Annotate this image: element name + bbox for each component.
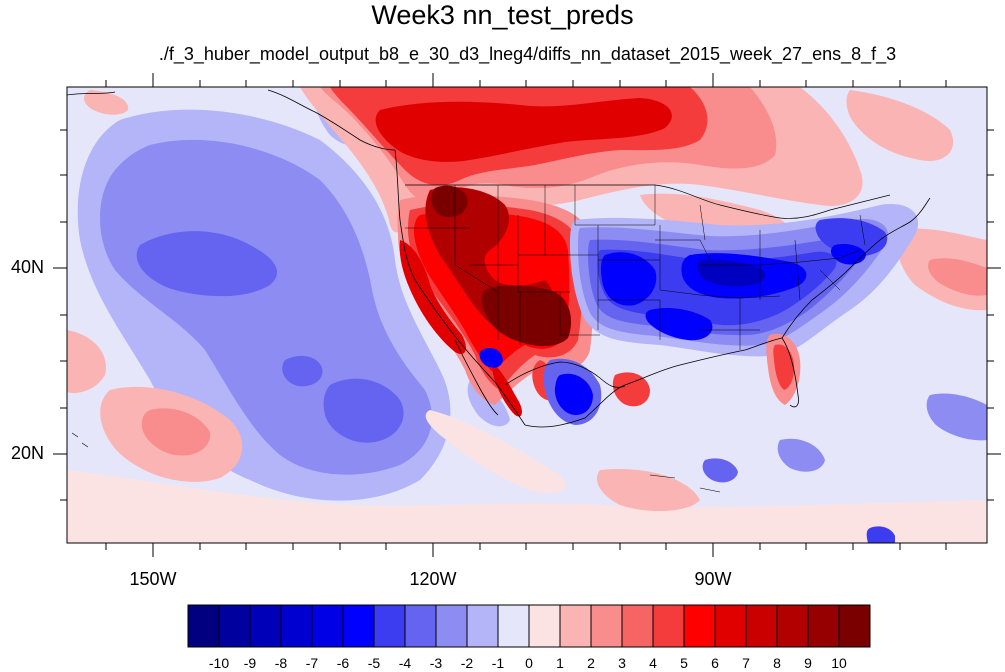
colorbar-box <box>807 604 840 648</box>
colorbar-box <box>652 604 685 648</box>
colorbar-box <box>249 604 282 648</box>
colorbar-tick-label: -7 <box>305 655 319 671</box>
canada-bright-red-region <box>375 98 672 162</box>
border-lines <box>405 184 891 388</box>
island-lines <box>71 432 721 493</box>
colorbar-tick-label: -6 <box>336 655 350 671</box>
colorbar-box <box>218 604 251 648</box>
colorbar-tick-label: -1 <box>491 655 505 671</box>
pacific-medium-blue-region-3 <box>282 355 323 387</box>
colorbar-tick-label: 1 <box>556 655 564 671</box>
colorbar-tick-label: 5 <box>680 655 688 671</box>
central-us-pure-blue-core <box>600 252 657 306</box>
latitude-ticks <box>53 129 1001 501</box>
pacific-nw-maroon <box>431 185 468 218</box>
colorbar-box <box>745 604 778 648</box>
socal-blue-patch <box>479 348 503 368</box>
colorbar-box <box>373 604 406 648</box>
east-pacific-pink-band <box>425 410 566 494</box>
colorbar-box <box>342 604 375 648</box>
caribbean-blue-patch <box>702 458 738 483</box>
florida-red-core <box>773 344 795 390</box>
lat-label-20n: 20N <box>10 443 44 463</box>
colorbar-box <box>311 604 344 648</box>
lat-label-40n: 40N <box>10 257 44 277</box>
colorbar-tick-label: -10 <box>208 655 230 671</box>
colorbar-box <box>776 604 809 648</box>
lon-label-150w: 150W <box>129 569 177 589</box>
pacific-medium-blue-region <box>136 231 278 297</box>
lon-label-90w: 90W <box>694 569 732 589</box>
colorbar-box <box>714 604 747 648</box>
colorbar-box <box>528 604 561 648</box>
colorbar-box <box>590 604 623 648</box>
west-pacific-pink-region <box>67 330 106 394</box>
west-us-maroon-core <box>481 285 572 347</box>
far-southeast-blue <box>866 526 895 543</box>
colorbar-tick-label: 9 <box>804 655 812 671</box>
baja-red-strip <box>492 365 522 417</box>
colorbar-tick-label: 10 <box>831 655 847 671</box>
texas-red-patch <box>612 372 650 407</box>
colorbar-box <box>559 604 592 648</box>
south-pink-band <box>67 470 987 543</box>
colorbar-tick-label: 3 <box>618 655 626 671</box>
mexico-blue-core <box>554 373 593 416</box>
caribbean-periwinkle <box>777 438 825 472</box>
central-pacific-salmon-region <box>141 408 211 456</box>
colorbar-tick-label: -2 <box>460 655 474 671</box>
colorbar-box <box>404 604 437 648</box>
colorbar-box <box>838 604 871 648</box>
southern-plains-blue <box>645 308 713 341</box>
colorbar-box <box>280 604 313 648</box>
colorbar-tick-label: -4 <box>398 655 412 671</box>
longitude-ticks <box>105 73 947 557</box>
colorbar-box <box>187 604 220 648</box>
midwest-deep-blue-core <box>697 259 766 287</box>
coast-red-strip <box>399 240 466 355</box>
colorbar-tick-label: 7 <box>742 655 750 671</box>
colorbar-box <box>621 604 654 648</box>
state-lines <box>405 185 866 350</box>
colorbar-box <box>683 604 716 648</box>
colorbar-tick-label: -8 <box>274 655 288 671</box>
east-atlantic-blue-patch <box>926 393 987 441</box>
map-plot-area <box>67 87 987 543</box>
colorbar-tick-label: 6 <box>711 655 719 671</box>
colorbar-box <box>435 604 468 648</box>
colorbar-tick-label: 2 <box>587 655 595 671</box>
colorbar <box>187 604 871 648</box>
pacific-medium-blue-region-2 <box>323 378 404 443</box>
coastline-lines <box>67 89 931 428</box>
colorbar-box <box>466 604 499 648</box>
colorbar-box <box>497 604 530 648</box>
lon-label-120w: 120W <box>409 569 457 589</box>
colorbar-tick-label: 8 <box>773 655 781 671</box>
atlantic-salmon <box>928 258 987 296</box>
colorbar-tick-label: -5 <box>367 655 381 671</box>
page-subtitle: ./f_3_huber_model_output_b8_e_30_d3_lneg… <box>158 44 897 64</box>
colorbar-tick-label: 4 <box>649 655 657 671</box>
alaska-pink-patch <box>84 90 129 115</box>
colorbar-tick-label: -9 <box>243 655 257 671</box>
colorbar-tick-label: -3 <box>429 655 443 671</box>
colorbar-tick-label: 0 <box>525 655 533 671</box>
canada-east-pink <box>846 90 954 161</box>
south-east-pink-band <box>596 469 700 512</box>
page-title: Week3 nn_test_preds <box>371 0 634 30</box>
northeast-blue-core <box>830 244 866 265</box>
